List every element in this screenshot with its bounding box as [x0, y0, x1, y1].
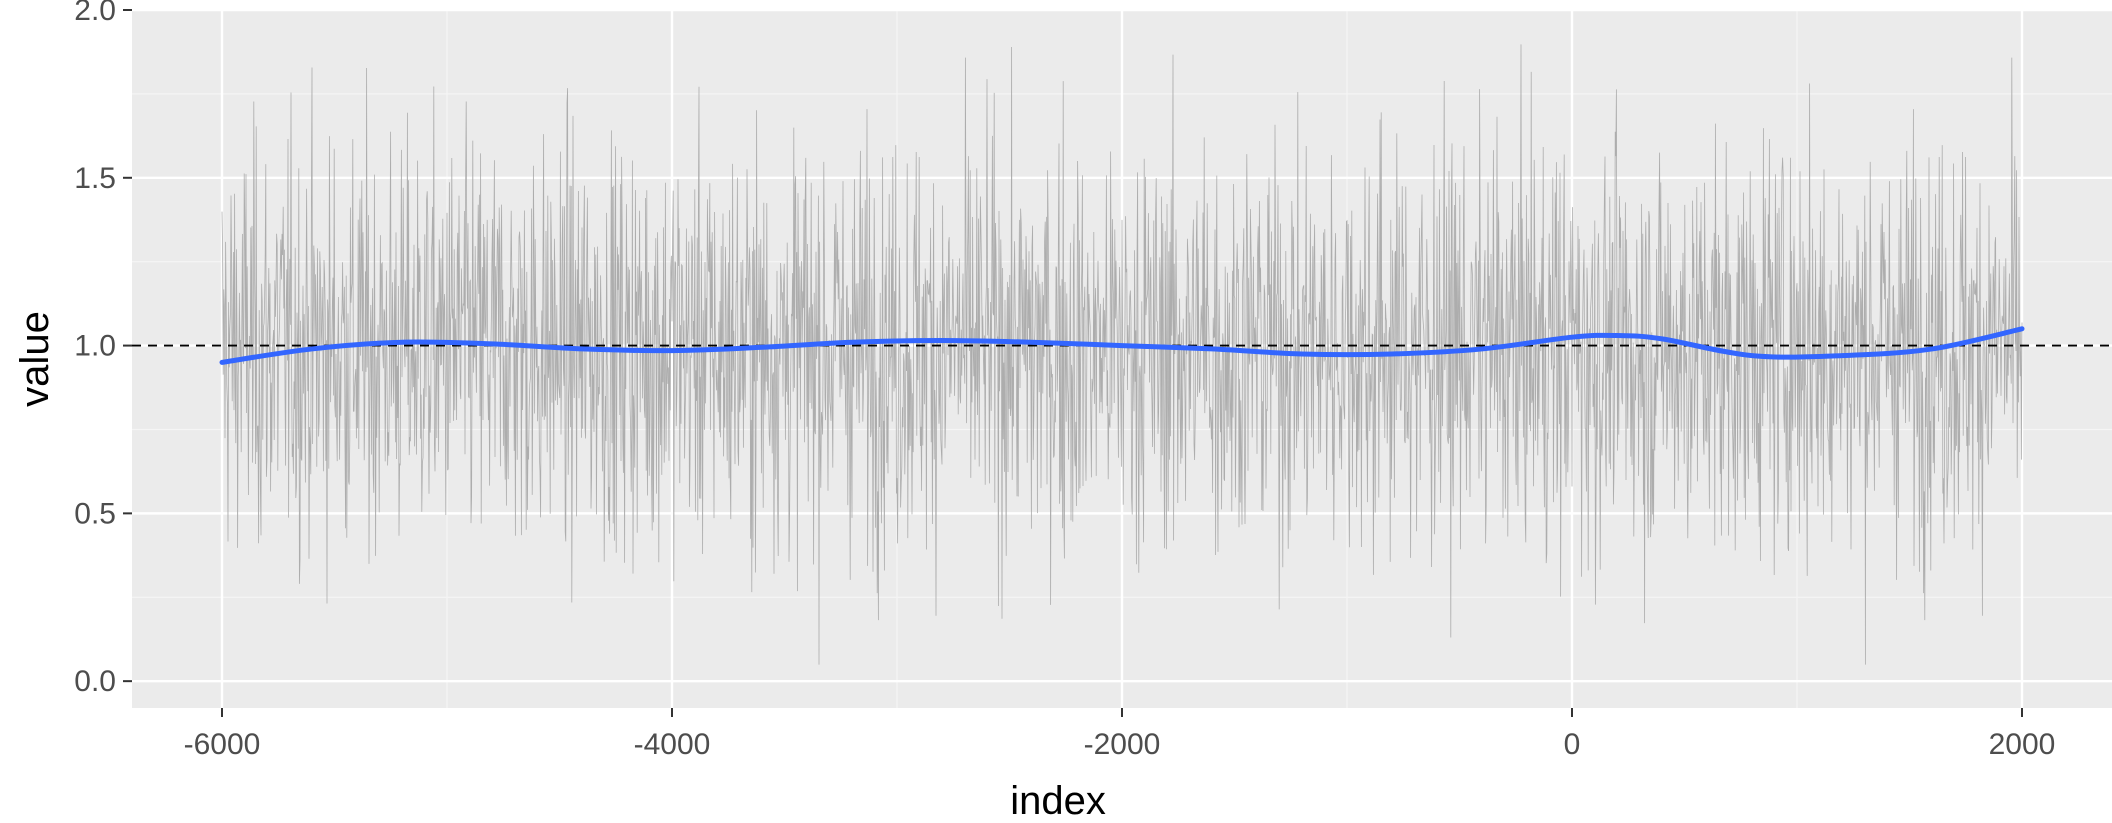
x-tick-label: 2000 — [1989, 728, 2056, 761]
raw-series-line — [221, 44, 2023, 665]
x-tick-label: 0 — [1564, 728, 1581, 761]
y-tick-label: 0.0 — [74, 665, 116, 698]
y-tick-label: 2.0 — [74, 0, 116, 27]
y-axis-title: value — [13, 311, 57, 407]
x-axis-title: index — [1010, 779, 1106, 818]
y-tick-label: 1.5 — [74, 162, 116, 195]
x-tick-label: -2000 — [1084, 728, 1161, 761]
x-tick-label: -6000 — [184, 728, 261, 761]
smooth-series-line — [219, 326, 2025, 365]
y-tick-label: 0.5 — [74, 497, 116, 530]
x-tick-label: -4000 — [634, 728, 711, 761]
y-tick-label: 1.0 — [74, 330, 116, 363]
raw-series — [221, 44, 2023, 665]
axes: -6000 -4000 -2000 0 2000 0.0 0.5 1.0 1.5 2.0 — [74, 0, 2055, 761]
